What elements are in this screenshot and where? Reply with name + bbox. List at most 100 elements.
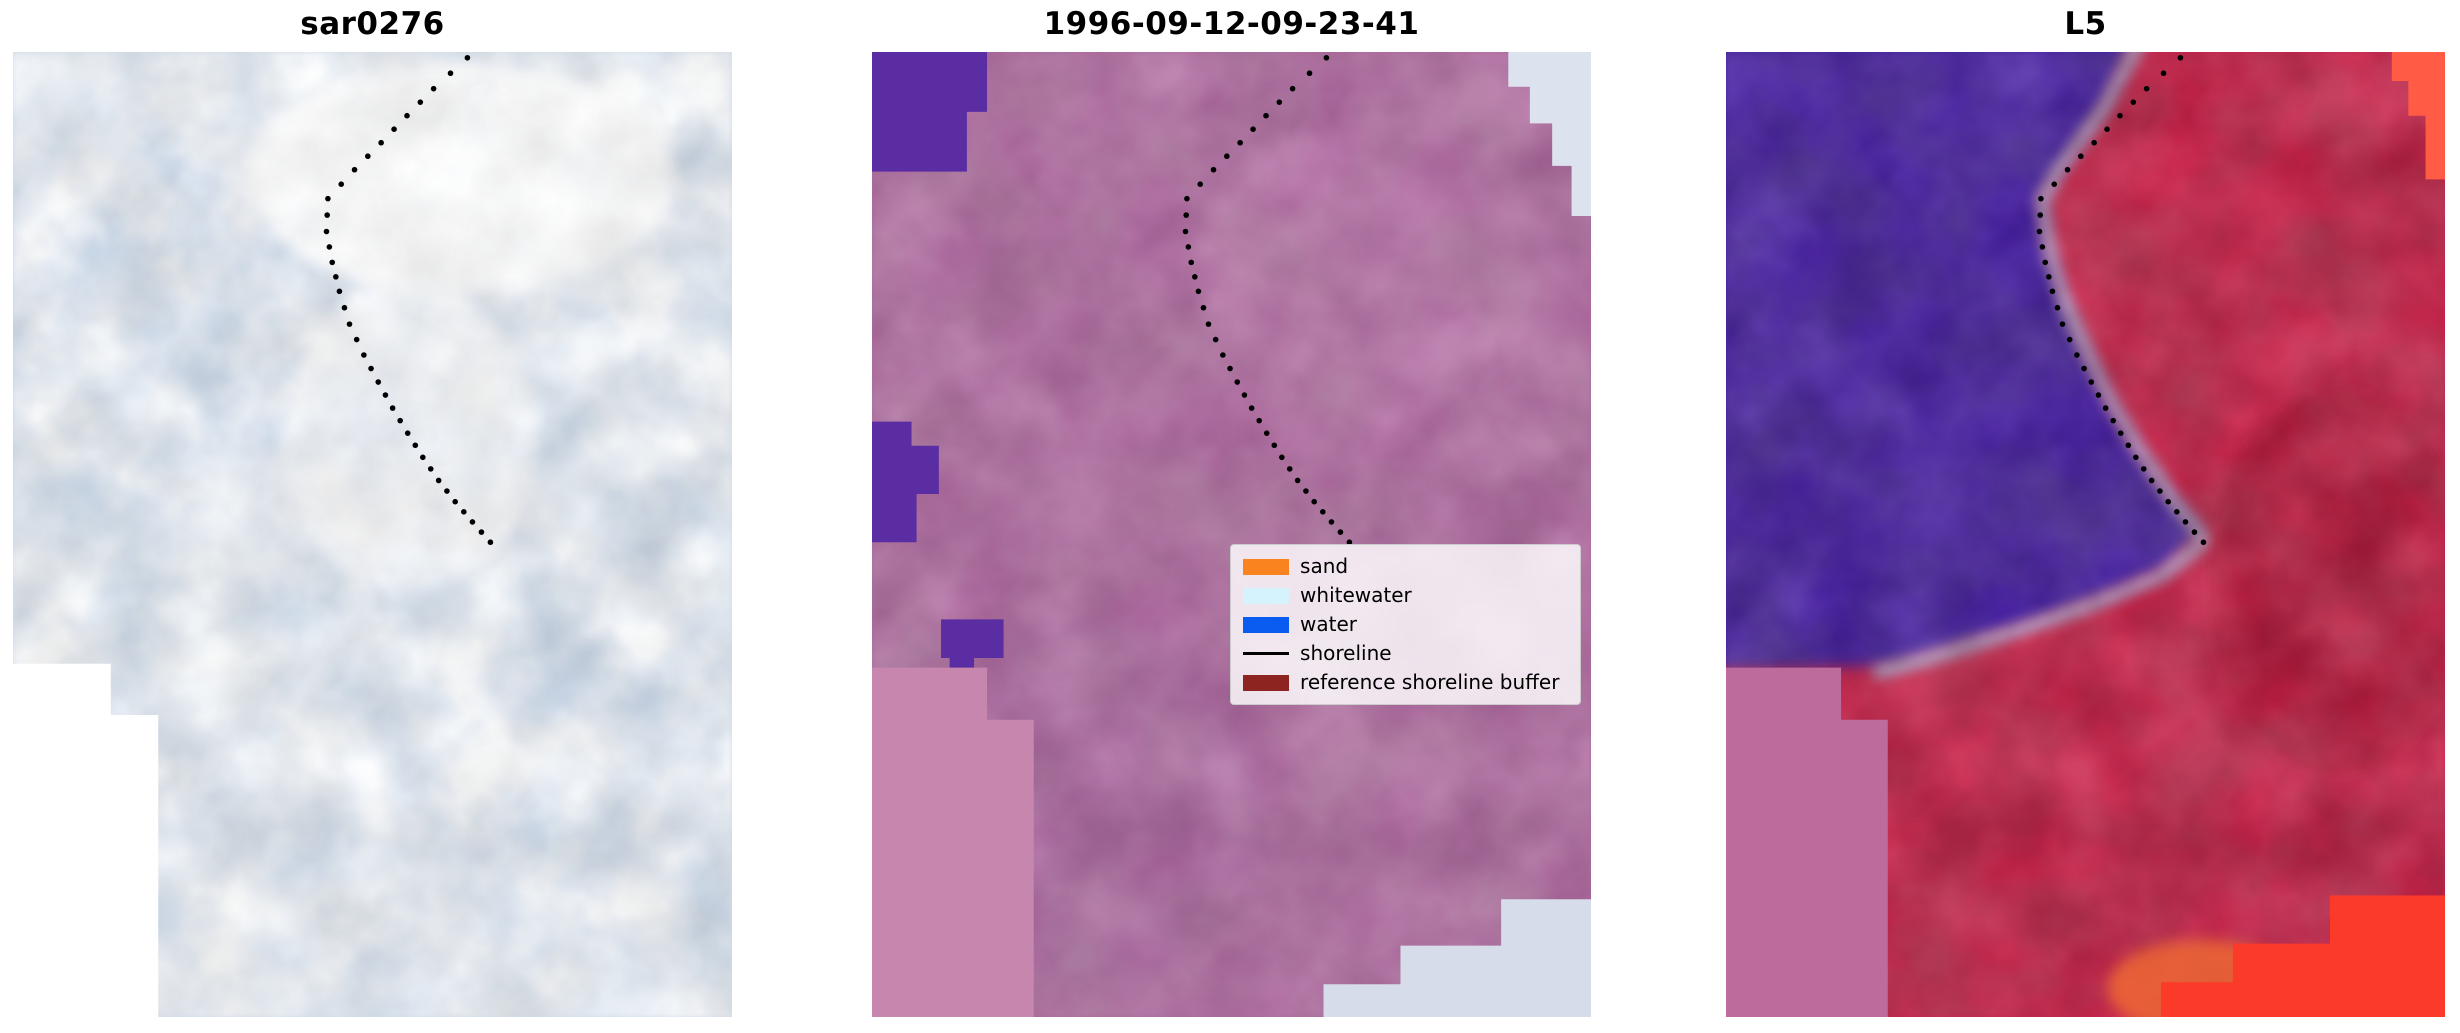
shoreline-dot <box>1182 228 1189 235</box>
shoreline-dot <box>1294 477 1301 484</box>
shoreline-dot <box>447 70 454 77</box>
shoreline-dot <box>2117 430 2124 436</box>
shoreline-dot <box>2088 379 2095 385</box>
shoreline-dot <box>1256 417 1262 424</box>
shoreline-dot <box>404 112 410 119</box>
shoreline-dot <box>2177 54 2184 61</box>
shoreline-dot <box>378 139 384 146</box>
shoreline-dot <box>430 85 437 92</box>
shoreline-dot <box>1286 466 1293 472</box>
shoreline-dot <box>2160 70 2167 77</box>
nodata-white-bottom-left <box>13 663 159 1017</box>
shoreline-dot <box>1248 405 1255 411</box>
purple-patch-top-left <box>872 52 988 172</box>
shoreline-dot <box>365 153 371 160</box>
bright-red-corner-top-right <box>2391 52 2445 180</box>
shoreline-dot <box>404 430 411 436</box>
legend-item-whitewater: whitewater <box>1243 583 1568 608</box>
shoreline-dot <box>336 288 343 295</box>
shoreline-dot <box>2182 519 2189 525</box>
shoreline-dot <box>1212 336 1219 343</box>
shoreline-dot <box>346 321 353 327</box>
shoreline-dot <box>420 454 426 461</box>
shoreline-dot <box>1289 85 1296 92</box>
shoreline-dot <box>1184 195 1190 202</box>
legend-item-sand: sand <box>1243 554 1568 579</box>
legend-swatch <box>1243 674 1290 691</box>
legend-line-swatch <box>1243 646 1290 662</box>
shoreline-dot <box>1227 365 1233 372</box>
legend-item-reference-shoreline-buffer: reference shoreline buffer <box>1243 670 1568 695</box>
panel-classification: sand whitewater water shoreline reference sh… <box>872 52 1591 1017</box>
shoreline-dot <box>397 417 403 424</box>
shoreline-dot <box>391 126 397 132</box>
legend-swatch <box>1243 587 1290 604</box>
shoreline-dot <box>2130 99 2137 105</box>
shoreline-dot <box>2102 405 2109 411</box>
shoreline-dot <box>461 509 467 515</box>
legend-label: water <box>1300 612 1358 637</box>
shoreline-dot <box>1328 519 1335 525</box>
nodata-pink-bottom-left <box>1726 667 1888 1017</box>
shoreline-dot <box>1183 212 1190 218</box>
nodata-pink-bottom-left <box>872 667 1034 1017</box>
shoreline-dot <box>469 519 476 525</box>
panel-title-l5: L5 <box>2064 6 2107 42</box>
shoreline-dot <box>444 488 450 494</box>
classification-image <box>872 52 1591 1017</box>
shoreline-dot <box>1250 126 1256 132</box>
legend-label: reference shoreline buffer <box>1300 670 1560 695</box>
shoreline-dot <box>353 336 360 343</box>
shoreline-dot <box>2046 274 2052 280</box>
shoreline-dot <box>2051 181 2058 188</box>
shoreline-dot <box>1237 139 1243 146</box>
shoreline-dot <box>323 228 330 235</box>
shoreline-dot <box>2143 85 2150 92</box>
shoreline-dot <box>326 244 333 250</box>
legend-label: shoreline <box>1300 641 1392 666</box>
shoreline-dot <box>464 54 471 61</box>
legend-item-shoreline: shoreline <box>1243 641 1568 666</box>
shoreline-dot <box>1303 488 1309 494</box>
shoreline-dot <box>435 477 442 484</box>
shoreline-dot <box>412 442 419 449</box>
shoreline-dot <box>1192 274 1198 280</box>
shoreline-dot <box>1197 181 1204 188</box>
legend-label: whitewater <box>1300 583 1412 608</box>
shoreline-dot <box>341 304 348 311</box>
shoreline-dot <box>2049 288 2056 295</box>
shoreline-dot <box>382 392 389 398</box>
shoreline-dot <box>2095 392 2102 398</box>
shoreline-dot <box>2036 228 2043 235</box>
shoreline-dot <box>2081 365 2087 372</box>
shoreline-dot <box>329 259 336 266</box>
shoreline-dot <box>2165 498 2171 505</box>
shoreline-dot <box>1279 454 1285 461</box>
shoreline-dot <box>1210 166 1217 173</box>
shoreline-dot <box>2140 466 2147 472</box>
panel-sar0276 <box>13 52 732 1017</box>
shoreline-dot <box>375 379 382 385</box>
shoreline-dot <box>1234 379 1241 385</box>
shoreline-dot <box>1195 288 1202 295</box>
shoreline-dot <box>1311 498 1317 505</box>
shoreline-dot <box>361 352 367 358</box>
purple-patch-left-mid <box>872 421 939 543</box>
shoreline-dot <box>2091 139 2097 146</box>
shoreline-dot <box>2104 126 2110 132</box>
shoreline-dot <box>351 166 358 173</box>
light-corner-top-right <box>1508 52 1591 217</box>
shoreline-dot <box>2133 454 2139 461</box>
shoreline-dot <box>1320 509 1326 515</box>
shoreline-dot <box>1271 442 1278 449</box>
shoreline-dot <box>2074 352 2080 358</box>
shoreline-dot <box>2042 259 2049 266</box>
legend-item-water: water <box>1243 612 1568 637</box>
panel-l5 <box>1726 52 2445 1017</box>
shoreline-dot <box>2191 529 2198 535</box>
shoreline-dot <box>1220 352 1226 358</box>
panel-title-date: 1996-09-12-09-23-41 <box>1043 6 1420 42</box>
shoreline-dot <box>1224 153 1230 160</box>
panel-title-sar0276: sar0276 <box>300 6 445 42</box>
